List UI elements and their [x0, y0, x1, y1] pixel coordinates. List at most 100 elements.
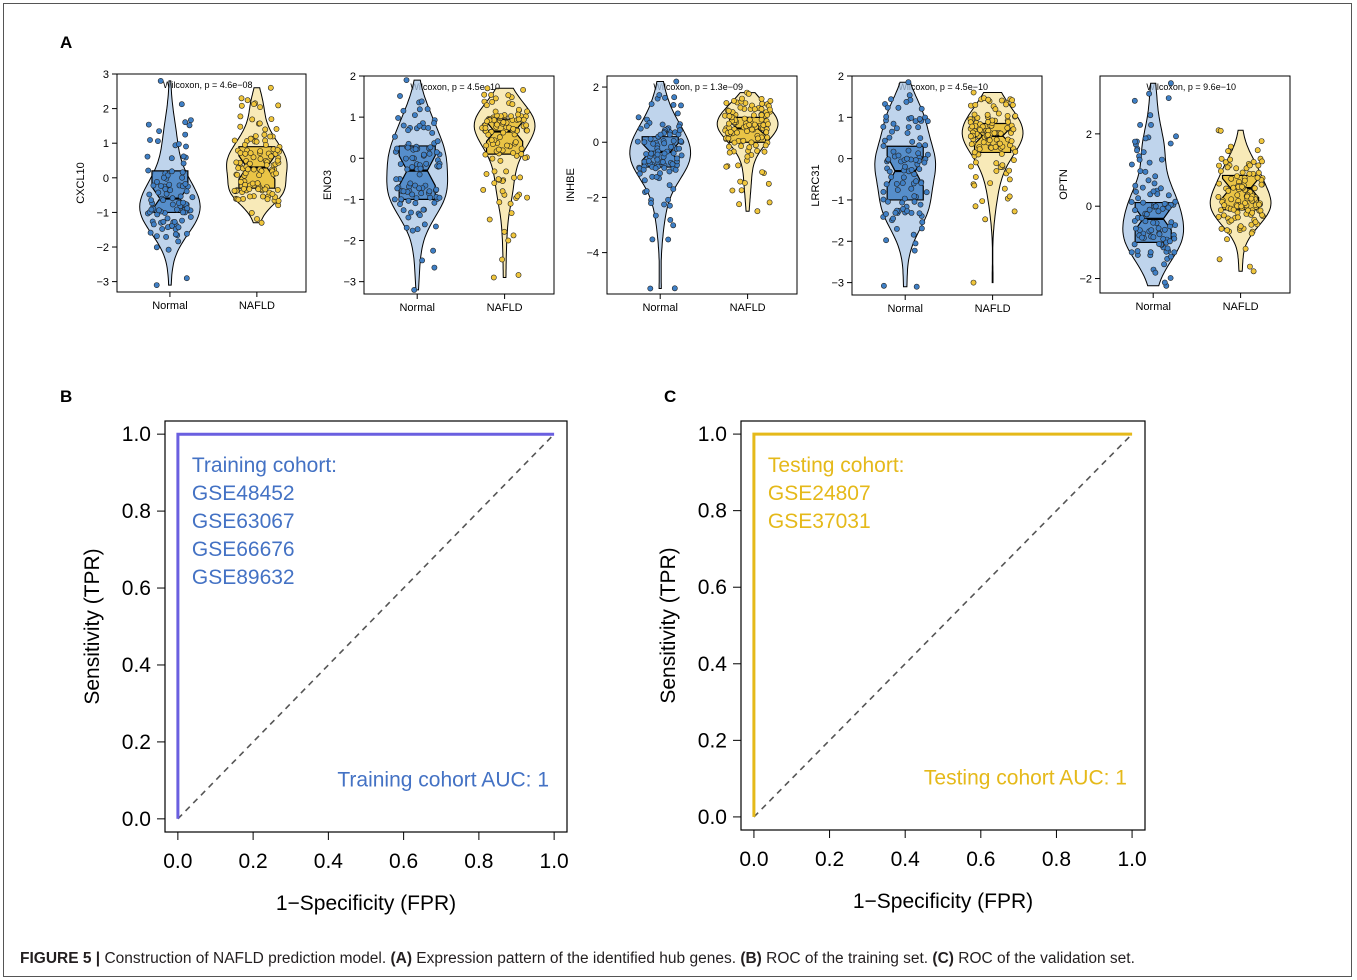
data-point — [483, 171, 490, 177]
data-point — [518, 145, 525, 152]
data-point — [427, 144, 434, 151]
data-point — [409, 155, 416, 161]
data-point — [491, 168, 498, 175]
data-point — [510, 125, 517, 132]
data-point — [148, 206, 155, 213]
data-point — [485, 131, 492, 138]
data-point — [678, 152, 685, 159]
data-point — [979, 198, 986, 204]
data-point — [1009, 97, 1015, 103]
data-point — [1256, 201, 1262, 208]
data-point — [155, 207, 162, 214]
data-point — [169, 195, 176, 202]
data-point — [925, 151, 931, 158]
data-point — [1152, 173, 1159, 180]
data-point — [744, 128, 750, 134]
data-point — [976, 146, 983, 152]
data-point — [175, 224, 182, 231]
data-point — [1218, 168, 1224, 174]
plot-frame — [363, 75, 555, 295]
data-point — [411, 286, 418, 293]
violin-panel-eno3: 2 1 0 −1 −2 −3 Normal NAFLD ENO3 Wilcoxon, p = 4.… — [322, 71, 555, 314]
data-point — [275, 102, 282, 109]
data-point — [972, 203, 979, 210]
data-point — [183, 188, 190, 195]
x-tick-label: NAFLD — [487, 302, 523, 314]
data-point — [670, 102, 677, 108]
data-point — [186, 122, 193, 129]
data-point — [888, 174, 894, 180]
data-point — [744, 153, 751, 160]
data-point — [1131, 241, 1138, 248]
data-point — [984, 111, 991, 118]
data-point — [1165, 192, 1172, 199]
data-point — [495, 146, 502, 153]
data-point — [1161, 279, 1168, 286]
data-point — [916, 142, 923, 149]
data-point — [1230, 206, 1237, 213]
data-point — [172, 231, 179, 238]
data-point — [1215, 193, 1222, 200]
y-axis-title: CXCL10 — [75, 162, 87, 204]
data-point — [1249, 209, 1256, 216]
data-point — [413, 195, 420, 201]
data-point — [180, 209, 186, 216]
data-point — [1005, 119, 1011, 125]
data-point — [173, 206, 180, 213]
data-point — [1230, 184, 1237, 191]
data-point — [168, 155, 175, 162]
data-point — [1136, 156, 1143, 163]
data-point — [482, 125, 489, 131]
data-point — [480, 186, 487, 193]
data-point — [182, 180, 189, 187]
data-point — [146, 191, 153, 198]
panel-label-a: A — [60, 33, 72, 52]
data-point — [488, 92, 494, 98]
data-point — [524, 194, 530, 201]
data-point — [1239, 169, 1246, 176]
data-point — [883, 237, 889, 244]
data-point — [418, 190, 425, 197]
data-point — [1228, 196, 1235, 203]
y-tick-label: −2 — [96, 242, 109, 254]
caption-c-tag: (C) — [932, 950, 954, 967]
data-point — [667, 202, 673, 209]
data-point — [404, 144, 411, 151]
data-point — [980, 139, 987, 146]
data-point — [1217, 127, 1224, 134]
data-point — [739, 95, 745, 102]
data-point — [881, 282, 887, 289]
data-point — [1004, 125, 1011, 131]
data-point — [412, 182, 418, 189]
y-tick-label: 0 — [593, 137, 599, 149]
data-point — [169, 222, 175, 229]
data-point — [1142, 218, 1149, 225]
data-point — [908, 115, 915, 121]
data-point — [665, 196, 671, 203]
data-point — [494, 121, 500, 128]
data-point — [1258, 181, 1265, 188]
data-point — [147, 137, 153, 143]
data-point — [522, 154, 528, 161]
data-point — [483, 142, 490, 149]
data-point — [765, 180, 772, 187]
data-point — [666, 182, 673, 188]
data-point — [726, 149, 733, 156]
data-point — [1224, 164, 1231, 171]
data-point — [420, 206, 427, 213]
figure-canvas: A B C 3 2 1 0 −1 −2 −3 Normal NAFLD CXCL10 Wilcoxo… — [60, 33, 1291, 915]
data-point — [183, 230, 190, 237]
data-point — [431, 199, 438, 206]
data-point — [738, 143, 744, 149]
data-point — [669, 161, 676, 168]
data-point — [183, 143, 189, 150]
data-point — [242, 150, 249, 157]
data-point — [394, 145, 400, 152]
data-point — [912, 240, 919, 247]
data-point — [414, 226, 421, 233]
data-point — [883, 211, 889, 217]
data-point — [153, 178, 160, 185]
y-tick-label: 1.0 — [122, 423, 151, 446]
data-point — [1151, 180, 1158, 187]
data-point — [274, 147, 281, 153]
